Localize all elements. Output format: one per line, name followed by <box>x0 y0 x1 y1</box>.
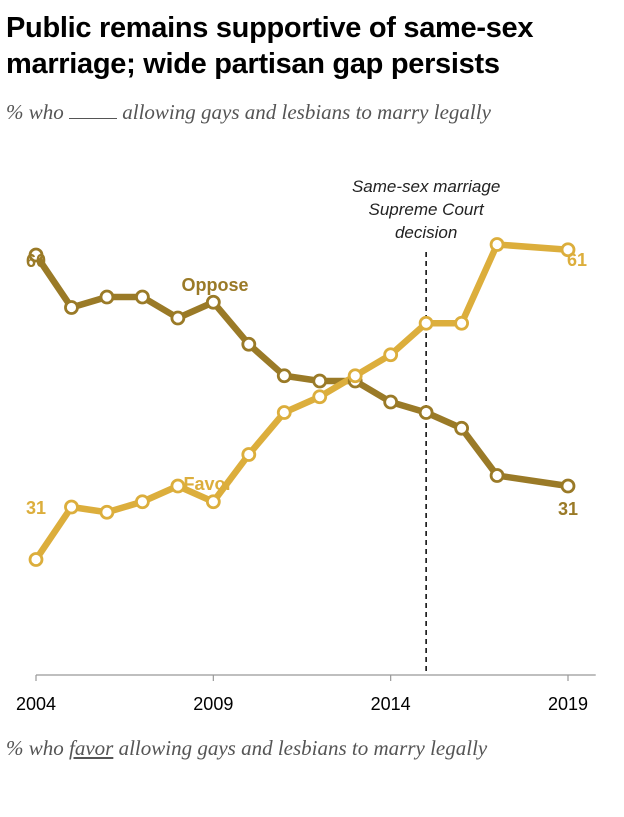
chart-footnote: % who favor allowing gays and lesbians t… <box>6 733 566 764</box>
annotation-label: Supreme Court <box>368 200 485 219</box>
footnote-pre: % who <box>6 736 69 760</box>
oppose-point <box>205 294 221 310</box>
favor-point <box>418 315 434 331</box>
favor-point <box>64 499 79 515</box>
x-tick-label: 2009 <box>193 694 233 714</box>
favor-series-label: Favor <box>183 474 232 494</box>
oppose-series-label: Oppose <box>181 275 248 295</box>
oppose-point <box>99 289 115 305</box>
oppose-point <box>454 420 470 436</box>
favor-point <box>241 447 257 462</box>
favor-point <box>489 237 505 252</box>
oppose-point <box>28 247 44 263</box>
subtitle-start: % who <box>6 100 64 124</box>
oppose-point <box>241 336 257 352</box>
oppose-point <box>134 289 150 305</box>
oppose-series-line <box>32 251 572 490</box>
footnote-post: allowing gays and lesbians to marry lega… <box>113 736 488 760</box>
favor-point <box>205 494 221 510</box>
oppose-point <box>170 310 186 326</box>
subtitle-end: allowing gays and lesbians to marry lega… <box>122 100 491 124</box>
oppose-point <box>489 468 505 483</box>
favor-point <box>383 347 399 363</box>
favor-point <box>99 504 115 520</box>
favor-start-value: 31 <box>26 498 46 518</box>
oppose-point <box>418 405 434 420</box>
favor-end-value: 61 <box>567 250 587 270</box>
subtitle-blank <box>69 104 117 119</box>
annotation-label: Same-sex marriage <box>352 177 500 196</box>
chart-title: Public remains supportive of same-sex ma… <box>6 12 534 80</box>
favor-point <box>276 405 292 420</box>
oppose-point <box>560 478 576 494</box>
favor-point <box>28 552 44 567</box>
x-tick-label: 2019 <box>548 694 588 714</box>
oppose-point <box>276 368 292 384</box>
favor-point <box>312 389 328 405</box>
favor-series-line <box>32 241 572 563</box>
annotation-label: decision <box>395 223 457 242</box>
oppose-point <box>64 300 79 315</box>
oppose-point <box>383 394 399 410</box>
favor-point <box>170 478 186 494</box>
oppose-start-value: 60 <box>26 251 46 271</box>
oppose-point <box>312 373 328 389</box>
favor-point <box>560 242 576 258</box>
favor-point <box>347 368 363 384</box>
footnote-underlined: favor <box>69 736 114 760</box>
favor-point <box>134 494 150 510</box>
x-tick-label: 2014 <box>371 694 411 714</box>
oppose-end-value: 31 <box>558 499 578 519</box>
favor-point <box>454 315 470 331</box>
chart-subtitle: % who allowing gays and lesbians to marr… <box>6 100 491 125</box>
x-tick-label: 2004 <box>16 694 56 714</box>
